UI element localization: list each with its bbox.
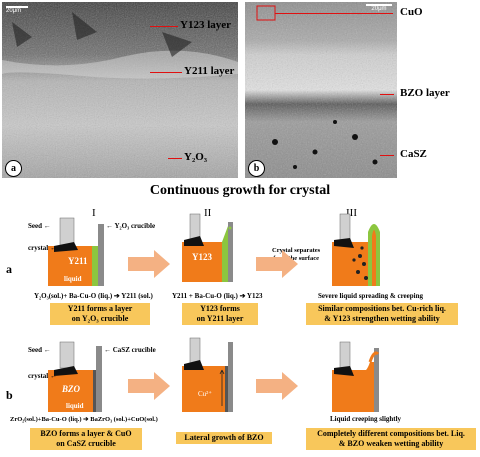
crystal-label-b: crystal ← xyxy=(28,372,57,380)
row-a-label: a xyxy=(6,262,12,276)
equation-b1: ZrO₂(sol.)+Ba-Cu-O (liq.) ➔ BaZrO₃ (sol.… xyxy=(10,416,158,423)
separates-label: Crystal separates from the surface xyxy=(272,247,321,262)
stage-b3-drawing xyxy=(332,341,380,412)
sem-image-b xyxy=(245,2,397,178)
pointer-line xyxy=(150,72,182,73)
label-y123-layer: Y123 layer xyxy=(180,19,232,31)
scale-bar-a: 20μm xyxy=(6,6,28,14)
cu-ion-label: Cu²⁺ xyxy=(198,390,212,398)
pointer-line xyxy=(275,13,393,14)
liquid-label-b: liquid xyxy=(66,402,84,410)
stage-b2-drawing xyxy=(182,337,233,412)
crucible-label: ← Y₂O₃ crucible xyxy=(106,222,156,230)
panel-a-label: a xyxy=(5,160,22,177)
stage-a3-drawing xyxy=(332,213,380,286)
summary-box-b1: BZO forms a layer & CuO on CaSZ crucible xyxy=(30,428,142,450)
equation-a1: Y₂O₃(sol.)+ Ba-Cu-O (liq.) ➔ Y211 (sol.) xyxy=(34,292,153,300)
arrow-b1 xyxy=(128,372,170,400)
crucible-label-b: ← CaSZ crucible xyxy=(104,346,156,354)
crystal xyxy=(54,242,78,252)
pointer-line xyxy=(150,26,178,27)
stage-a1-drawing xyxy=(48,217,104,286)
sem-panel-a xyxy=(2,2,238,178)
y211-layer xyxy=(92,246,98,286)
diagram-title: Continuous growth for crystal xyxy=(149,183,331,198)
y123-label: Y123 xyxy=(192,252,212,262)
scale-bar-b: 20μm xyxy=(366,4,392,12)
arrow-a2 xyxy=(256,250,298,278)
crucible-wall xyxy=(98,224,104,286)
label-y2o3: Y₂O₃ xyxy=(184,151,208,163)
equation-a3: Severe liquid spreading & creeping xyxy=(318,292,424,300)
stage-b1-drawing xyxy=(48,341,102,412)
liquid-label: liquid xyxy=(64,275,82,283)
summary-box-b2: Lateral growth of BZO xyxy=(176,432,272,444)
summary-box-b3: Completely different compositions bet. L… xyxy=(306,428,476,450)
stage-a2-drawing xyxy=(182,213,233,282)
pointer-line xyxy=(380,155,394,156)
stage-label-2: II xyxy=(204,207,212,219)
bzo-label: BZO xyxy=(62,384,80,394)
seed-rod xyxy=(59,217,75,247)
melt xyxy=(48,246,98,286)
y211-label: Y211 xyxy=(68,256,88,266)
label-cuo: CuO xyxy=(400,6,423,18)
equation-b3: Liquid creeping slightly xyxy=(330,415,402,423)
label-y211-layer: Y211 layer xyxy=(184,65,235,77)
sem-panel-b xyxy=(245,2,397,178)
label-bzo-layer: BZO layer xyxy=(400,87,450,99)
sem-image-a xyxy=(2,2,238,178)
label-casz: CaSZ xyxy=(400,148,427,160)
pointer-line xyxy=(380,94,394,95)
panel-b-label: b xyxy=(248,160,265,177)
crystal-label: crystal ← xyxy=(28,244,57,252)
seed-label: Seed ← xyxy=(28,222,51,230)
equation-a2: Y211 + Ba-Cu-O (liq.) ➔ Y123 xyxy=(172,292,263,300)
arrow-b2 xyxy=(256,372,298,400)
stage-label-3: III xyxy=(346,207,357,219)
stage-label-1: I xyxy=(92,207,96,219)
pointer-line xyxy=(168,158,182,159)
summary-box-a3: Similar compositions bet. Cu-rich liq. & … xyxy=(306,303,458,325)
arrow-a1 xyxy=(128,250,170,278)
seed-label-b: Seed ← xyxy=(28,346,51,354)
row-b-label: b xyxy=(6,388,13,402)
summary-box-a2: Y123 forms on Y211 layer xyxy=(182,303,258,325)
summary-box-a1: Y211 forms a layer on Y₂O₃ crucible xyxy=(50,303,150,325)
